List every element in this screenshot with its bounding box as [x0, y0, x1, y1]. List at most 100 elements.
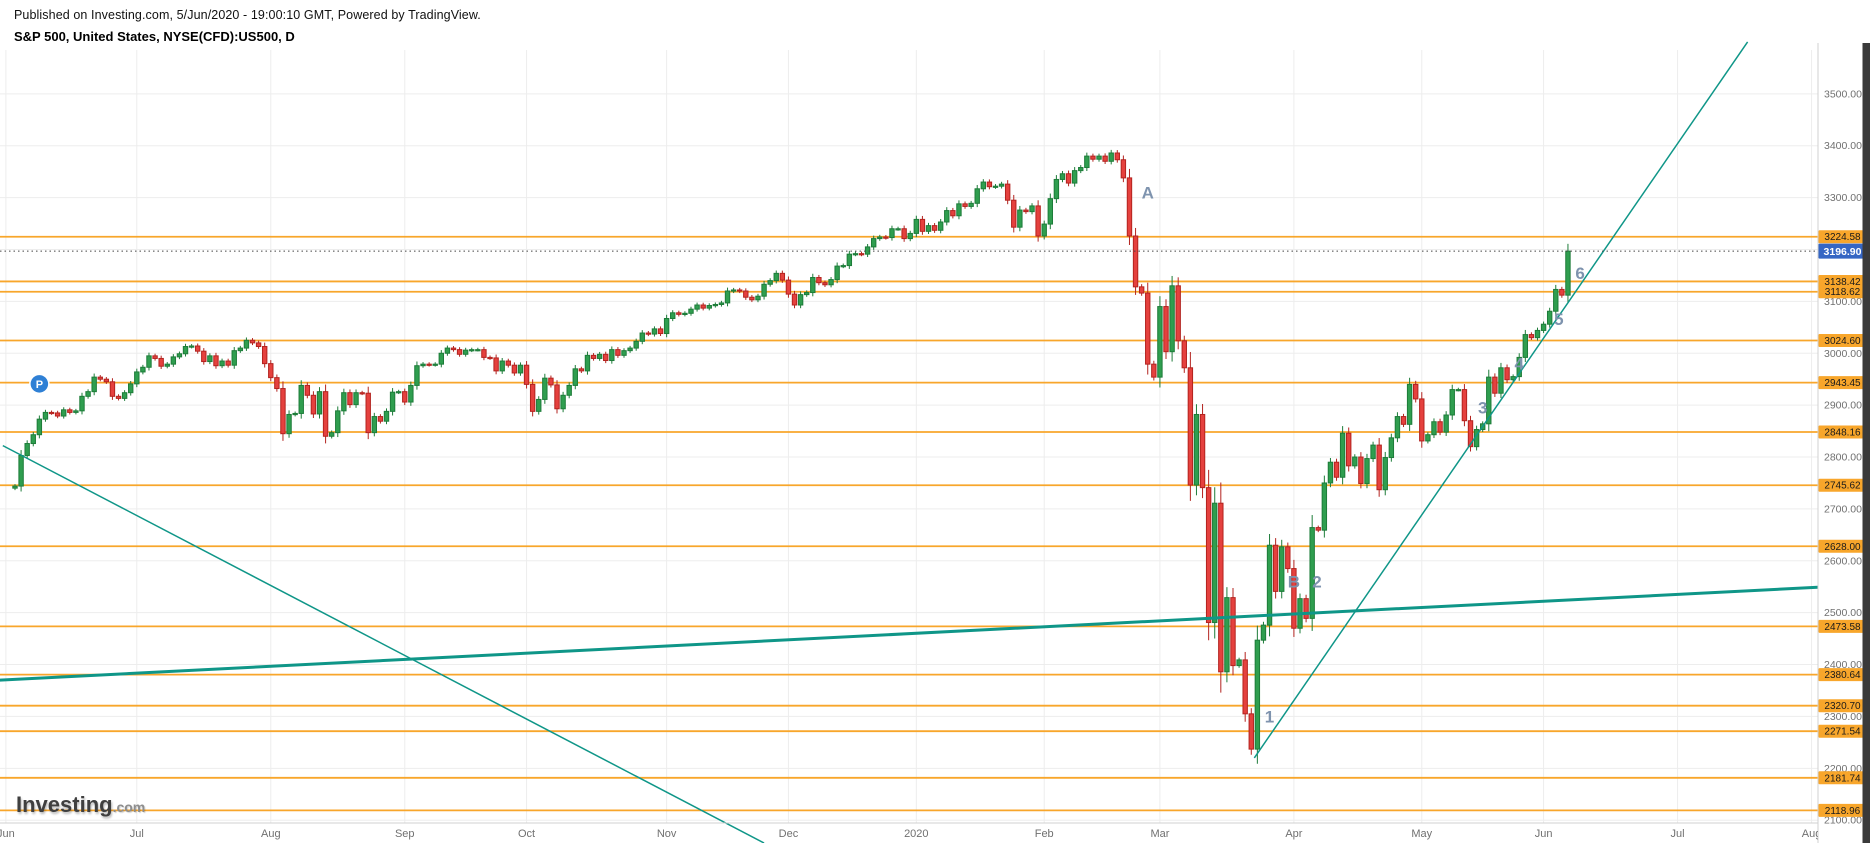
- candle-down: [1413, 383, 1419, 400]
- candle-up: [1534, 329, 1541, 339]
- candle-up: [42, 411, 49, 420]
- level-price-tag: [1818, 478, 1867, 492]
- candle-up: [1169, 285, 1175, 353]
- uptrend-line[interactable]: [1253, 41, 1749, 759]
- candle-up: [1279, 546, 1285, 592]
- candle-down: [645, 332, 652, 335]
- candle-down: [255, 342, 262, 348]
- candle-up: [335, 410, 341, 434]
- candle-up: [1339, 432, 1346, 478]
- candle-up: [560, 394, 566, 410]
- candle-down: [1187, 367, 1194, 486]
- wave-label-4[interactable]: 4: [1514, 355, 1524, 374]
- downtrend-line[interactable]: [2, 444, 765, 843]
- candle-down: [1199, 413, 1206, 489]
- candle-up: [974, 188, 980, 204]
- wave-label-2[interactable]: 2: [1312, 573, 1321, 592]
- candle-up: [584, 354, 591, 372]
- candle-up: [383, 410, 390, 422]
- y-tick-label: 2700.00: [1824, 503, 1862, 515]
- candle-down: [779, 272, 786, 281]
- x-tick-label: Aug: [261, 828, 281, 840]
- candle-down: [1090, 155, 1096, 160]
- candle-up: [1096, 155, 1102, 160]
- candle-up: [517, 364, 524, 374]
- level-price-label: 2848.16: [1824, 428, 1861, 439]
- candle-down: [529, 383, 536, 412]
- candle-down: [158, 357, 164, 367]
- wave-label-3[interactable]: 3: [1478, 399, 1487, 418]
- candle-down: [1120, 159, 1127, 179]
- time-axis[interactable]: Jun Jul Aug Sep Oct Nov Dec 2020 Feb Mar Apr May Jun…: [0, 828, 1821, 840]
- level-price-label: 2628.00: [1824, 542, 1861, 553]
- candle-up: [566, 384, 572, 396]
- p-marker-icon[interactable]: [29, 373, 50, 395]
- candle-down: [986, 181, 993, 188]
- candle-down: [1145, 292, 1151, 365]
- wave-label-B[interactable]: B: [1288, 573, 1300, 592]
- candle-down: [1315, 527, 1321, 531]
- candle-down: [1492, 376, 1498, 394]
- candle-up: [968, 202, 974, 207]
- candle-up: [207, 355, 213, 363]
- candle-down: [1011, 199, 1017, 228]
- candle-down: [261, 346, 268, 365]
- candle-down: [487, 356, 493, 360]
- wave-label-6[interactable]: 6: [1575, 264, 1584, 283]
- candle-up: [1382, 457, 1388, 491]
- candle-up: [182, 346, 189, 355]
- candle-down: [310, 394, 317, 415]
- candle-down: [201, 350, 207, 363]
- wave-label-A[interactable]: A: [1142, 183, 1154, 202]
- candle-up: [1041, 223, 1047, 237]
- candle-down: [1303, 598, 1309, 619]
- candle-up: [694, 304, 700, 310]
- candle-up: [627, 347, 633, 352]
- candle-down: [1175, 285, 1181, 342]
- level-price-label: 2745.62: [1824, 481, 1861, 492]
- price-publish-marker[interactable]: P: [29, 373, 50, 395]
- candle-down: [481, 349, 487, 358]
- level-price-label: 2380.64: [1824, 670, 1861, 681]
- candle-up: [1425, 434, 1431, 442]
- candle-up: [846, 253, 853, 267]
- candle-down: [377, 416, 384, 422]
- candle-up: [937, 221, 944, 231]
- candle-up: [767, 280, 773, 285]
- candle-up: [913, 218, 920, 234]
- candle-down: [426, 363, 432, 366]
- candle-up: [146, 355, 152, 368]
- candle-down: [1419, 398, 1425, 442]
- candle-up: [1449, 389, 1455, 416]
- candle-up: [1193, 413, 1200, 486]
- x-tick-label: Jul: [1671, 828, 1685, 840]
- support-line[interactable]: [0, 585, 1818, 682]
- wave-label-5[interactable]: 5: [1554, 310, 1563, 329]
- candle-down: [493, 357, 499, 372]
- candle-down: [115, 395, 122, 399]
- candle-down: [1461, 389, 1468, 422]
- candle-up: [870, 238, 877, 248]
- candle-down: [919, 218, 926, 232]
- candle-up: [353, 392, 359, 406]
- candle-up: [877, 236, 883, 240]
- x-tick-label: Apr: [1285, 828, 1302, 840]
- candle-down: [48, 411, 55, 415]
- candle-down: [1004, 183, 1011, 201]
- level-price-tag: [1818, 771, 1867, 785]
- candle-down: [511, 364, 518, 374]
- candle-up: [36, 418, 43, 436]
- candle-down: [225, 360, 231, 366]
- scrollbar[interactable]: [1862, 43, 1870, 843]
- candle-up: [895, 228, 901, 231]
- price-axis[interactable]: 2100.002200.002300.002400.002500.002600.…: [1817, 43, 1870, 843]
- candle-up: [1486, 376, 1492, 425]
- candle-up: [475, 349, 481, 352]
- candle-down: [450, 347, 457, 351]
- candle-up: [1029, 205, 1035, 213]
- candle-up: [572, 368, 578, 386]
- candle-up: [316, 391, 323, 415]
- candle-down: [1437, 421, 1443, 433]
- wave-label-1[interactable]: 1: [1265, 707, 1274, 726]
